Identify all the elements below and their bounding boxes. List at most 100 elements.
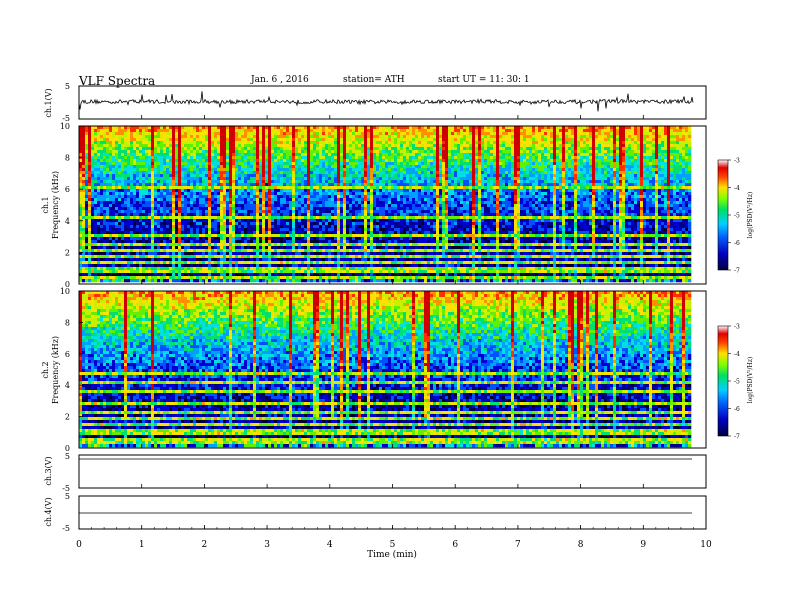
spectrogram-cell (343, 195, 347, 199)
spectrogram-cell (574, 126, 578, 130)
spectrogram-cell (613, 168, 617, 172)
spectrogram-cell (577, 168, 581, 172)
spectrogram-cell (277, 192, 281, 196)
spectrogram-cell (250, 141, 254, 145)
spectrogram-cell (166, 132, 170, 136)
spectrogram-cell (532, 129, 536, 133)
spectrogram-cell (277, 159, 281, 163)
spectrogram-cell (316, 126, 320, 130)
spectrogram-cell (295, 138, 299, 142)
spectrogram-cell (556, 129, 560, 133)
spectrogram-cell (295, 135, 299, 139)
spectrogram-cell (340, 183, 344, 187)
spectrogram-cell (310, 159, 314, 163)
spectrogram-cell (145, 126, 149, 130)
spectrogram-cell (559, 183, 563, 187)
spectrogram-cell (241, 171, 245, 175)
spectrogram-cell (301, 186, 305, 190)
spectrogram-cell (466, 168, 470, 172)
spectrogram-cell (646, 138, 650, 142)
spectrogram-cell (208, 132, 212, 136)
spectrogram-cell (355, 129, 359, 133)
spectrogram-cell (121, 198, 125, 202)
spectrogram-cell (139, 147, 143, 151)
spectrogram-cell (301, 177, 305, 181)
spectrogram-cell (394, 195, 398, 199)
spectrogram-cell (307, 147, 311, 151)
spectrogram-cell (247, 132, 251, 136)
spectrogram-cell (454, 153, 458, 157)
spectrogram-cell (598, 156, 602, 160)
spectrogram-cell (340, 147, 344, 151)
spectrogram-cell (571, 165, 575, 169)
spectrogram-cell (547, 162, 551, 166)
spectrogram-cell (85, 174, 89, 178)
spectrogram-cell (535, 174, 539, 178)
spectrogram-cell (379, 171, 383, 175)
spectrogram-cell (268, 189, 272, 193)
spectrogram-cell (349, 189, 353, 193)
spectrogram-cell (670, 183, 674, 187)
spectrogram-cell (268, 138, 272, 142)
spectrogram-cell (196, 147, 200, 151)
spectrogram-cell (427, 171, 431, 175)
spectrogram-cell (436, 141, 440, 145)
spectrogram-cell (178, 198, 182, 202)
spectrogram-cell (157, 147, 161, 151)
spectrogram-cell (619, 153, 623, 157)
spectrogram-cell (187, 177, 191, 181)
spectrogram-cell (397, 138, 401, 142)
spectrogram-cell (304, 156, 308, 160)
spectrogram-cell (193, 129, 197, 133)
spectrogram-cell (106, 156, 110, 160)
spectrogram-cell (430, 153, 434, 157)
spectrogram-cell (445, 156, 449, 160)
spectrogram-cell (223, 126, 227, 130)
spectrogram-cell (196, 195, 200, 199)
spectrogram-cell (385, 132, 389, 136)
spectrogram-cell (82, 180, 86, 184)
spectrogram-cell (82, 189, 86, 193)
spectrogram-cell (589, 183, 593, 187)
spectrogram-cell (127, 186, 131, 190)
spectrogram-cell (154, 141, 158, 145)
spectrogram-cell (514, 135, 518, 139)
spectrogram-cell (643, 135, 647, 139)
spectrogram-cell (193, 144, 197, 148)
spectrogram-cell (379, 180, 383, 184)
spectrogram-cell (475, 171, 479, 175)
spectrogram-cell (526, 165, 530, 169)
spectrogram-cell (514, 132, 518, 136)
spectrogram-cell (328, 141, 332, 145)
spectrogram-cell (553, 159, 557, 163)
spectrogram-cell (202, 159, 206, 163)
spectrogram-cell (376, 135, 380, 139)
spectrogram-cell (316, 174, 320, 178)
spectrogram-cell (493, 186, 497, 190)
spectrogram-cell (196, 180, 200, 184)
spectrogram-cell (100, 195, 104, 199)
spectrogram-cell (139, 186, 143, 190)
spectrogram-cell (667, 150, 671, 154)
spectrogram-cell (220, 126, 224, 130)
spectrogram-cell (505, 171, 509, 175)
spectrogram-cell (574, 159, 578, 163)
spectrogram-cell (154, 177, 158, 181)
spectrogram-cell (169, 132, 173, 136)
spectrogram-cell (484, 144, 488, 148)
spectrogram-cell (472, 168, 476, 172)
spectrogram-cell (517, 195, 521, 199)
spectrogram-cell (634, 147, 638, 151)
spectrogram-cell (457, 162, 461, 166)
spectrogram-cell (559, 180, 563, 184)
spectrogram-cell (286, 144, 290, 148)
spectrogram-cell (478, 126, 482, 130)
spectrogram-cell (181, 195, 185, 199)
spectrogram-cell (319, 186, 323, 190)
spectrogram-cell (262, 150, 266, 154)
spectrogram-cell (184, 132, 188, 136)
spectrogram-cell (676, 126, 680, 130)
spectrogram-cell (526, 186, 530, 190)
spectrogram-cell (376, 195, 380, 199)
spectrogram-cell (124, 189, 128, 193)
